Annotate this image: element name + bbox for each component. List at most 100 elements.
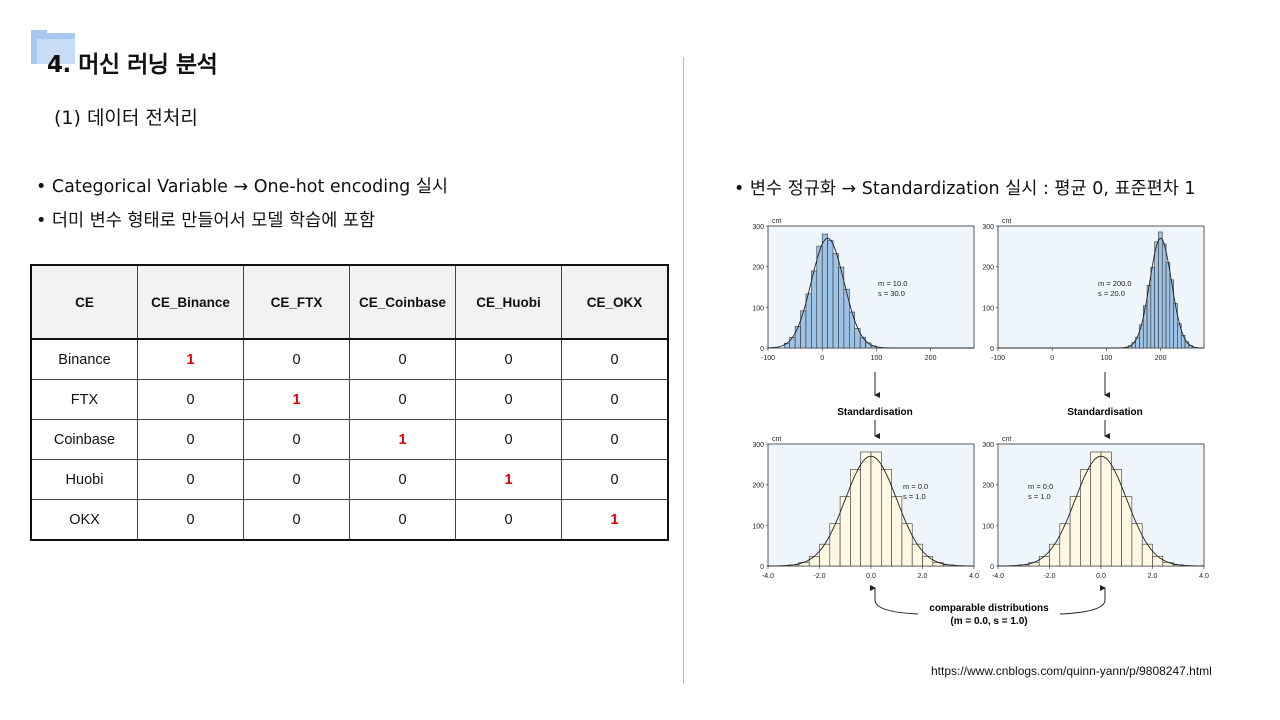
standardisation-label-right: Standardisation	[1067, 407, 1143, 418]
histogram-bar	[798, 562, 810, 567]
bullet-dummy-variables: • 더미 변수 형태로 만들어서 모델 학습에 포함	[36, 211, 376, 231]
histogram-bar	[1131, 523, 1143, 567]
histogram-bar	[1080, 469, 1091, 567]
table-cell: 0	[561, 379, 669, 420]
row-label: FTX	[30, 379, 138, 420]
histogram-bar	[794, 326, 801, 349]
section-subtitle: (1) 데이터 전처리	[54, 107, 198, 129]
x-tick-label: 100	[871, 355, 883, 362]
y-tick-label: 300	[752, 224, 764, 231]
panel-top-left: 300 200 100 0 cnt -100 0 100 200 m = 10.0s = 30.0	[752, 218, 975, 362]
y-tick-label: 100	[982, 305, 994, 312]
table-header-row: CE CE_Binance CE_FTX CE_Coinbase CE_Huob…	[30, 264, 669, 340]
column-header: CE_OKX	[561, 264, 669, 340]
histogram-bar	[827, 240, 834, 349]
histogram-bar	[1139, 324, 1144, 349]
table-cell: 0	[561, 419, 669, 460]
page-title: 4. 머신 러닝 분석	[47, 52, 218, 78]
x-tick-label: -2.0	[813, 573, 825, 580]
panel-bottom-right: 300 200 100 0 cnt -4.0 -2.0 0.0 2.0 4.0 m = 0.0s =…	[982, 436, 1209, 580]
histogram-bar	[819, 543, 831, 567]
table-cell: 0	[455, 379, 562, 420]
normal-curve	[767, 237, 974, 349]
y-tick-label: 200	[982, 483, 994, 490]
x-tick-label: 4.0	[969, 573, 979, 580]
histogram-bar	[1028, 562, 1040, 567]
table-cell: 1	[455, 459, 562, 500]
histogram-bar	[1038, 556, 1050, 567]
table-cell: 0	[243, 419, 350, 460]
histogram-bar	[816, 245, 823, 349]
histogram-bar	[881, 469, 892, 567]
stats-label: s = 1.0	[1028, 492, 1051, 501]
histogram-bar	[859, 336, 866, 349]
caption-stats: (m = 0.0, s = 1.0)	[950, 616, 1027, 627]
table-cell: 0	[243, 459, 350, 500]
table-cell: 0	[455, 499, 562, 541]
table-cell: 0	[561, 338, 669, 380]
source-link[interactable]: https://www.cnblogs.com/quinn-yann/p/980…	[931, 664, 1212, 678]
table-row: OKX 0 0 0 0 1	[30, 499, 669, 541]
panel-bottom-left: 300 200 100 0 cnt -4.0 -2.0 0.0 2.0 4.0 m = 0.0s =…	[752, 436, 979, 580]
table-cell: 0	[561, 459, 669, 500]
table-cell: 0	[137, 419, 244, 460]
y-tick-label: 0	[760, 346, 764, 353]
x-tick-label: 0	[1050, 355, 1054, 362]
histogram-bar	[1162, 562, 1174, 567]
one-hot-table: CE CE_Binance CE_FTX CE_Coinbase CE_Huob…	[30, 264, 669, 541]
histogram-bar	[1158, 231, 1163, 349]
histogram-bar	[821, 233, 828, 349]
x-tick-label: 0.0	[1096, 573, 1106, 580]
standardisation-label-left: Standardisation	[837, 407, 913, 418]
stats-label: m = 10.0	[878, 279, 907, 288]
histogram-bar	[1090, 451, 1102, 567]
histogram-bar	[1049, 543, 1061, 567]
histogram-bar	[811, 270, 818, 349]
x-tick-label: 2.0	[918, 573, 928, 580]
histogram-bar	[1059, 523, 1071, 567]
table-cell: 0	[137, 499, 244, 541]
table-cell: 0	[349, 379, 456, 420]
x-tick-label: 4.0	[1199, 573, 1209, 580]
histogram-bar	[1121, 496, 1133, 567]
row-label: Binance	[30, 338, 138, 380]
table-cell: 1	[349, 419, 456, 460]
y-tick-label: 200	[752, 265, 764, 272]
x-tick-label: 200	[925, 355, 937, 362]
histogram-bar	[789, 337, 796, 349]
histogram-bar	[805, 293, 812, 349]
y-axis-label: cnt	[772, 436, 781, 443]
histogram-bar	[800, 310, 807, 349]
table-row: Huobi 0 0 0 1 0	[30, 459, 669, 500]
x-tick-label: 0.0	[866, 573, 876, 580]
histogram-bar	[911, 543, 923, 567]
histogram-bar	[1142, 305, 1148, 349]
column-header: CE_Coinbase	[349, 264, 456, 340]
column-header: CE_Huobi	[455, 264, 562, 340]
table-cell: 0	[349, 499, 456, 541]
histogram-bar	[850, 469, 862, 567]
histogram-bar	[922, 556, 934, 567]
histogram-bar	[1152, 556, 1164, 567]
stats-label: m = 200.0	[1098, 279, 1132, 288]
y-axis-label: cnt	[1002, 218, 1011, 225]
histogram-bar	[932, 562, 944, 567]
table-cell: 0	[349, 459, 456, 500]
table-row: FTX 0 1 0 0 0	[30, 379, 669, 420]
normal-curve	[998, 455, 1204, 567]
x-tick-label: 0	[820, 355, 824, 362]
row-label: Huobi	[30, 459, 138, 500]
y-tick-label: 0	[990, 564, 994, 571]
y-tick-label: 300	[982, 224, 994, 231]
column-header: CE	[30, 264, 138, 340]
y-axis-label: cnt	[772, 218, 781, 225]
table-row: Coinbase 0 0 1 0 0	[30, 419, 669, 460]
y-tick-label: 300	[752, 442, 764, 449]
stats-label: s = 1.0	[903, 492, 926, 501]
histogram-bar	[1141, 543, 1153, 567]
y-tick-label: 200	[752, 483, 764, 490]
table-cell: 1	[137, 338, 244, 380]
x-tick-label: 200	[1155, 355, 1167, 362]
histogram-bar	[829, 523, 841, 567]
histogram-bar	[808, 556, 820, 567]
